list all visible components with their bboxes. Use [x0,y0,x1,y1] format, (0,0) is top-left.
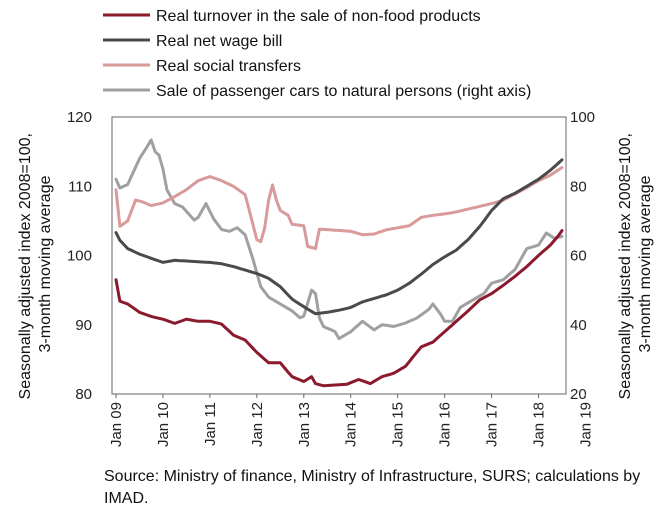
legend-label-3: Real social transfers [156,58,301,75]
x-tick-label: Jan 09 [108,402,125,447]
series-line-4 [114,138,564,341]
y-tick-right-label: 20 [570,386,587,403]
y-axis-title-left-line-1: Seasonally adjusted index 2008=100, [17,133,34,399]
x-tick-label: Jan 19 [577,402,594,447]
y-tick-left-label: 110 [68,178,92,195]
legend-label-1: Real turnover in the sale of non-food pr… [156,8,481,25]
y-axis-title-right: Seasonally adjusted index 2008=100, 3-mo… [617,129,654,400]
y-tick-right-label: 100 [570,109,595,126]
y-tick-right-label: 60 [570,248,587,265]
x-tick-label: Jan 18 [531,402,548,447]
source-note: Source: Ministry of finance, Ministry of… [104,468,641,507]
y-tick-right-label: 80 [570,178,587,195]
series-line-3 [114,166,564,251]
legend-label-2: Real net wage bill [156,33,282,50]
series-layer [114,138,564,388]
axis-layer: 80 90 100 110 120 20 40 60 80 100 Jan 09 Jan 10 Jan … [67,109,595,447]
y-tick-left-label: 120 [67,109,92,126]
x-tick-label: Jan 12 [249,402,266,447]
x-tick-label: Jan 16 [437,402,454,447]
x-tick-label: Jan 11 [202,402,219,446]
y-axis-title-right-line-1: Seasonally adjusted index 2008=100, [617,133,634,399]
y-tick-left-label: 80 [75,386,92,403]
x-tick-label: Jan 14 [343,402,360,447]
plot-frame [111,116,567,395]
series-line-1 [114,229,564,388]
y-axis-title-left: Seasonally adjusted index 2008=100, 3-mo… [17,129,54,400]
legend-label-4: Sale of passenger cars to natural person… [156,83,531,100]
series-line-2 [114,158,564,316]
x-tick-label: Jan 17 [484,402,501,447]
y-tick-left-label: 100 [67,248,92,265]
y-axis-title-right-line-2: 3-month moving average [637,175,654,352]
x-tick-label: Jan 10 [155,402,172,447]
y-tick-right-label: 40 [570,317,587,334]
legend: Real turnover in the sale of non-food pr… [103,8,531,100]
x-tick-label: Jan 13 [296,402,313,447]
y-tick-left-label: 90 [75,317,92,334]
y-axis-title-left-line-2: 3-month moving average [37,175,54,352]
x-tick-label: Jan 15 [390,402,407,447]
